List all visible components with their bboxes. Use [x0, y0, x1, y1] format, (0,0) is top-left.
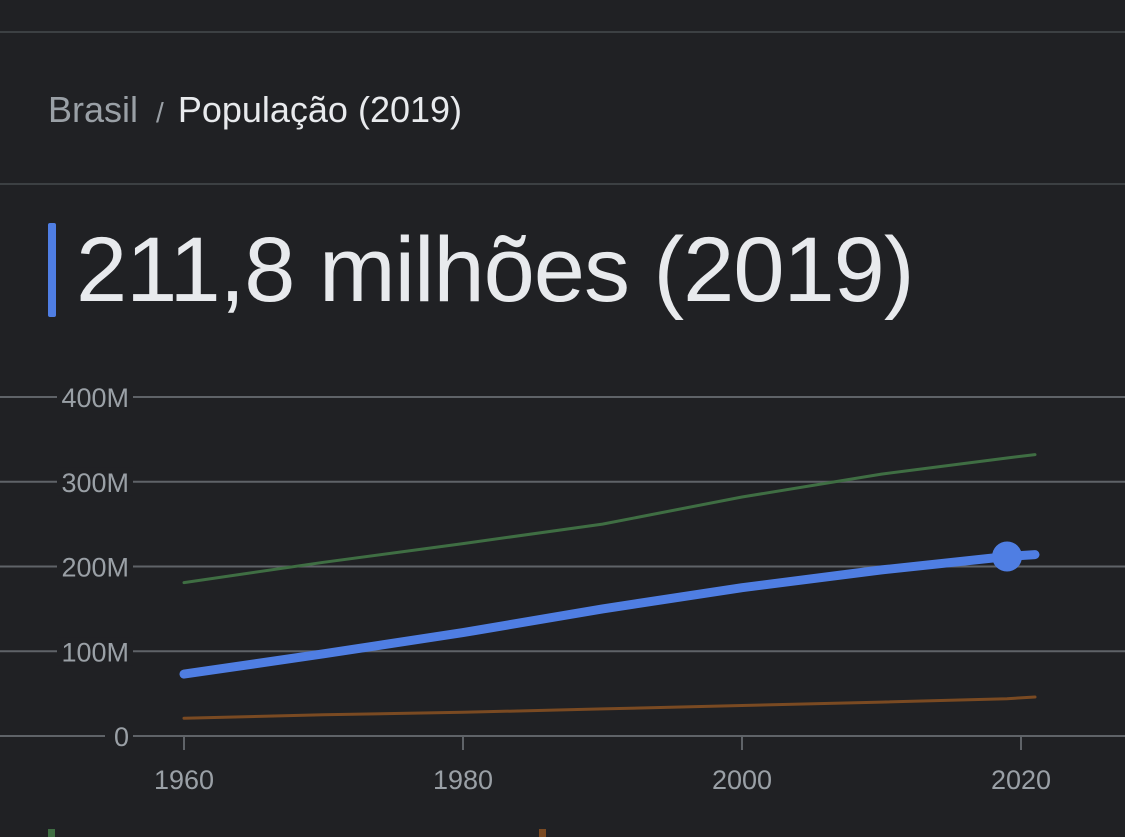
top-divider: [0, 31, 1125, 33]
y-tick-label-background: [57, 467, 133, 496]
legend-marker-green[interactable]: [48, 829, 55, 837]
x-tick-label: 1960: [154, 765, 214, 795]
accent-bar: [48, 223, 56, 317]
y-tick-label-background: [57, 383, 133, 411]
headline-value: 211,8 milhões (2019): [76, 219, 914, 321]
highlight-point: [992, 541, 1023, 572]
x-tick-label: 1980: [433, 765, 493, 795]
headline-value-block: 211,8 milhões (2019): [48, 219, 914, 321]
y-tick-label: 400M: [61, 383, 129, 413]
breadcrumb-current: População (2019): [177, 89, 463, 130]
population-line-chart[interactable]: 0 100M 200M 300M 400M 1960 1980 2000 2020: [0, 360, 1125, 810]
series-line-2: [182, 695, 1037, 720]
legend-marker-orange[interactable]: [539, 829, 546, 837]
x-tick-label: 2000: [712, 765, 772, 795]
y-tick-label: 100M: [61, 637, 129, 667]
series-line-1: [179, 550, 1040, 679]
section-divider: [0, 183, 1125, 185]
breadcrumb: Brasil / População (2019): [48, 88, 462, 135]
breadcrumb-parent-link[interactable]: Brasil: [48, 89, 139, 130]
y-tick-label: 200M: [61, 553, 129, 583]
y-tick-label-background: [57, 637, 133, 666]
breadcrumb-separator: /: [156, 97, 164, 128]
y-tick-label: 300M: [61, 468, 129, 498]
x-tick-label: 2020: [991, 765, 1051, 795]
series-line-0: [182, 453, 1037, 585]
y-tick-label-background: [57, 552, 133, 581]
y-tick-label: 0: [114, 722, 129, 752]
y-tick-label-background: [105, 722, 133, 750]
